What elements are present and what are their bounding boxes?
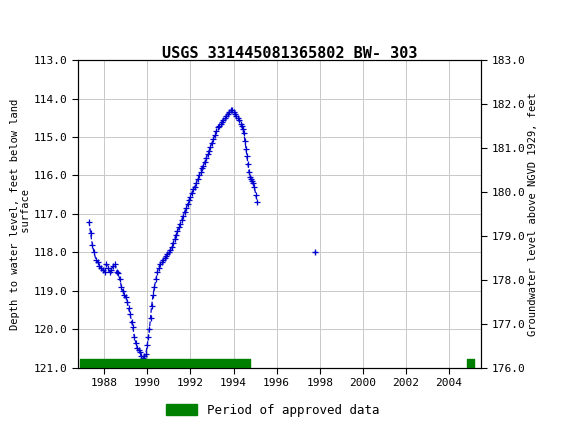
Text: USGS 331445081365802 BW- 303: USGS 331445081365802 BW- 303 <box>162 46 418 61</box>
Legend: Period of approved data: Period of approved data <box>161 399 385 421</box>
Bar <box>3 3 46 42</box>
Y-axis label: Groundwater level above NGVD 1929, feet: Groundwater level above NGVD 1929, feet <box>528 92 538 336</box>
Y-axis label: Depth to water level, feet below land
 surface: Depth to water level, feet below land su… <box>10 98 31 329</box>
Text: ≋USGS: ≋USGS <box>3 14 74 31</box>
